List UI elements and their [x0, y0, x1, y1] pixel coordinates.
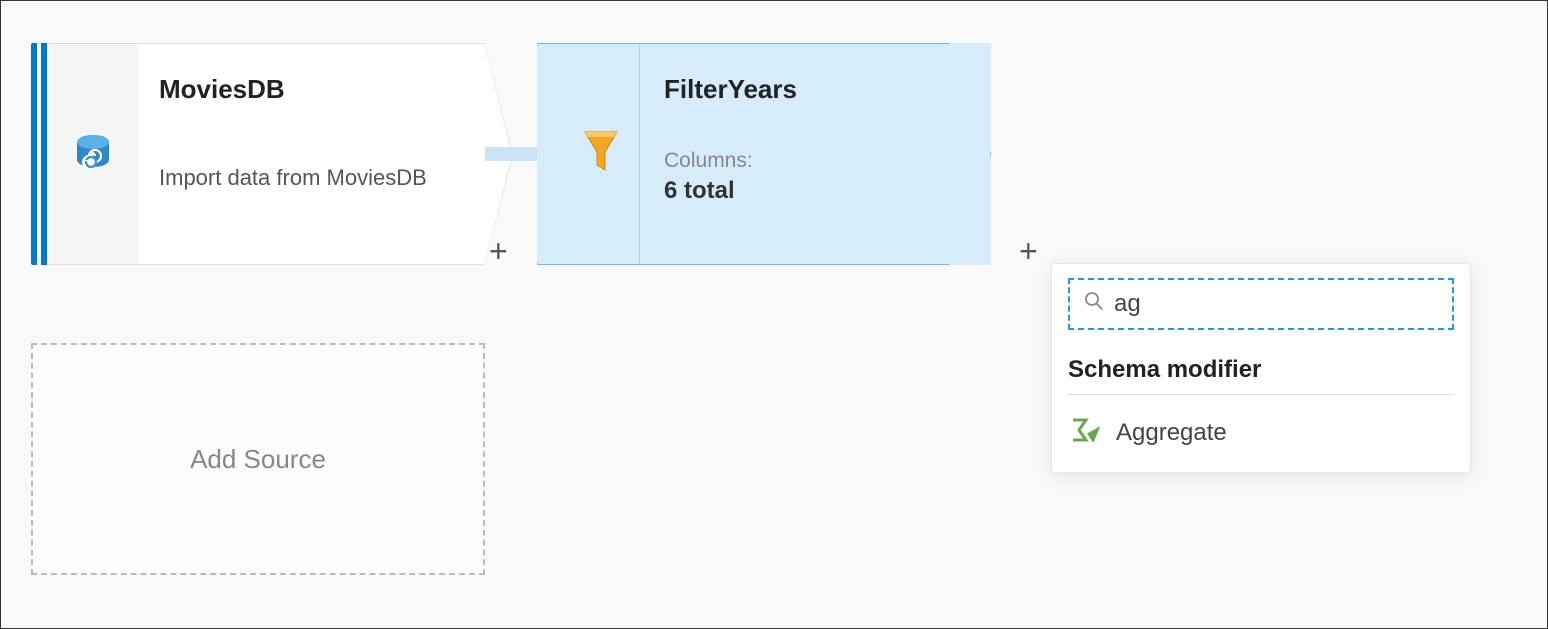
- dataflow-canvas[interactable]: MoviesDB Import data from MoviesDB + Fil…: [1, 1, 1547, 628]
- search-input[interactable]: [1114, 290, 1438, 318]
- source-icon-column: [47, 43, 139, 265]
- search-box[interactable]: [1068, 278, 1454, 330]
- add-step-button[interactable]: +: [489, 233, 508, 270]
- add-source-label: Add Source: [190, 444, 326, 475]
- search-icon: [1084, 291, 1104, 317]
- dropdown-section-title: Schema modifier: [1068, 356, 1454, 395]
- transformation-dropdown: Schema modifier Aggregate: [1051, 263, 1471, 473]
- dropdown-item-aggregate[interactable]: Aggregate: [1068, 411, 1454, 454]
- database-icon: [71, 132, 115, 176]
- add-source-placeholder[interactable]: Add Source: [31, 343, 485, 575]
- filter-node-title: FilterYears: [664, 74, 970, 105]
- source-node-body: MoviesDB Import data from MoviesDB: [139, 43, 485, 265]
- filter-columns-label: Columns:: [664, 149, 970, 173]
- source-node-title: MoviesDB: [159, 74, 464, 105]
- connector-line: [485, 147, 539, 161]
- funnel-icon: [583, 128, 619, 181]
- filter-icon-column: [538, 44, 640, 264]
- filter-node[interactable]: FilterYears Columns: 6 total: [537, 43, 991, 265]
- source-node[interactable]: MoviesDB Import data from MoviesDB: [31, 43, 485, 265]
- filter-node-body: FilterYears Columns: 6 total: [640, 44, 990, 264]
- dropdown-item-label: Aggregate: [1116, 419, 1227, 447]
- filter-columns-value: 6 total: [664, 177, 970, 205]
- node-accent-bar: [31, 43, 37, 265]
- sigma-icon: [1070, 417, 1100, 448]
- source-node-subtitle: Import data from MoviesDB: [159, 165, 464, 191]
- add-step-button[interactable]: +: [1019, 233, 1038, 270]
